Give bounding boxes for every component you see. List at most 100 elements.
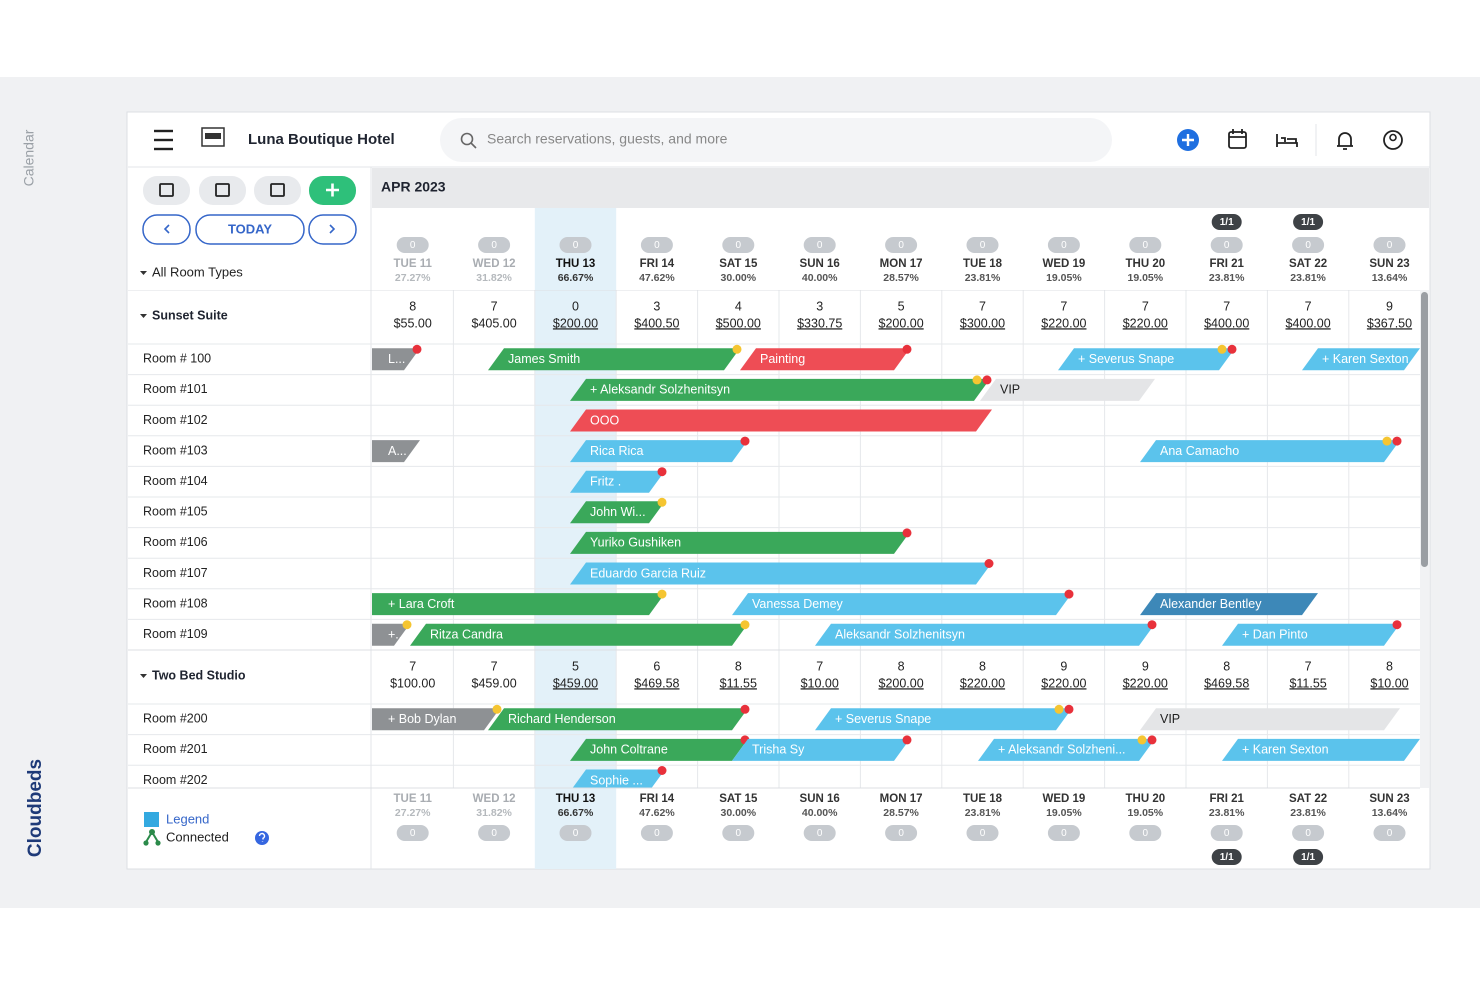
reservation[interactable]: John Coltrane	[570, 735, 750, 761]
reservation-label: + Aleksandr Solzheni...	[998, 743, 1126, 757]
rate[interactable]: $10.00	[1370, 676, 1408, 690]
next-button[interactable]	[308, 214, 357, 245]
reservation[interactable]: Eduardo Garcia Ruiz	[570, 559, 994, 585]
prev-button[interactable]	[142, 214, 191, 245]
day-occupancy: 40.00%	[802, 272, 838, 284]
reservation[interactable]: Painting	[740, 344, 912, 371]
reservation[interactable]: + Aleksandr Solzheni...	[978, 735, 1157, 761]
room-name: Room #109	[143, 627, 208, 641]
rate[interactable]: $400.50	[634, 316, 679, 330]
reservation[interactable]: Richard Henderson	[488, 704, 750, 731]
rate[interactable]: $300.00	[960, 316, 1005, 330]
calendar-button[interactable]	[1228, 129, 1247, 149]
reservation[interactable]: + Dan Pinto	[1222, 620, 1402, 646]
rate[interactable]: $459.00	[553, 676, 598, 690]
new-button[interactable]	[309, 176, 356, 205]
reservation[interactable]: + Karen Sexton	[1222, 738, 1420, 761]
reservation-bar	[570, 440, 748, 463]
room-name: Room #200	[143, 712, 208, 726]
room-name: Room #103	[143, 443, 208, 457]
availability-count: 4	[735, 299, 742, 313]
reservation[interactable]: Ritza Candra	[410, 620, 750, 646]
reservation[interactable]: Yuriko Gushiken	[570, 528, 912, 554]
reservation-bar	[372, 623, 410, 646]
allotment-badge-text: 1/1	[1220, 217, 1234, 228]
availability-badge-text: 0	[1305, 828, 1311, 839]
today-button[interactable]: TODAY	[195, 214, 305, 245]
rate[interactable]: $220.00	[960, 676, 1005, 690]
reservation-label: OOO	[590, 413, 619, 427]
reservation[interactable]: +...	[372, 620, 412, 646]
rate[interactable]: $11.55	[1289, 676, 1326, 690]
reservation-bar	[732, 738, 910, 761]
legend-button[interactable]: Legend	[144, 811, 209, 827]
sidebar-label[interactable]: Calendar	[21, 129, 37, 186]
list-view-button[interactable]	[143, 176, 190, 205]
rooms-button[interactable]	[1276, 134, 1298, 147]
rate[interactable]: $200.00	[879, 676, 924, 690]
notifications-button[interactable]	[1337, 132, 1353, 150]
reservation-label: VIP	[1000, 383, 1020, 397]
rate[interactable]: $220.00	[1123, 676, 1168, 690]
rate[interactable]: $367.50	[1367, 316, 1412, 330]
rate[interactable]: $469.58	[1204, 676, 1249, 690]
reservation[interactable]: + Severus Snape	[815, 704, 1074, 731]
day-label: MON 17	[880, 258, 923, 270]
reservation[interactable]: A...	[372, 440, 420, 463]
reservation[interactable]: Trisha Sy	[732, 735, 912, 761]
reservation[interactable]: John Wi...	[570, 497, 667, 524]
reservation[interactable]: + Bob Dylan	[372, 704, 502, 731]
reservation[interactable]: + Lara Croft	[372, 589, 667, 616]
reservation[interactable]: Alexander Bentley	[1140, 593, 1318, 616]
rate[interactable]: $500.00	[716, 316, 761, 330]
reservation[interactable]: Fritz .	[570, 467, 667, 493]
rate[interactable]: $330.75	[797, 316, 842, 330]
reservation[interactable]: James Smith	[488, 344, 742, 371]
calendar-view-button[interactable]	[199, 176, 246, 205]
rate[interactable]: $400.00	[1204, 316, 1249, 330]
availability-badge-text: 0	[1224, 828, 1230, 839]
reservation[interactable]: L...	[372, 344, 422, 371]
reservation[interactable]: OOO	[570, 409, 992, 432]
room-filter[interactable]: All Room Types	[140, 264, 243, 279]
room-type-toggle[interactable]: Two Bed Studio	[140, 668, 246, 682]
rate[interactable]: $10.00	[801, 676, 839, 690]
rate[interactable]: $200.00	[553, 316, 598, 330]
account-button[interactable]	[1383, 130, 1403, 150]
help-button[interactable]	[255, 831, 269, 845]
reservation-bar	[732, 593, 1072, 616]
menu-button[interactable]	[154, 129, 173, 151]
reservation[interactable]: VIP	[1140, 708, 1400, 731]
reservation[interactable]: Aleksandr Solzhenitsyn	[815, 620, 1157, 646]
search-box[interactable]: Search reservations, guests, and more	[440, 118, 1112, 162]
reservation[interactable]: Rica Rica	[570, 436, 750, 463]
reservation-label: Aleksandr Solzhenitsyn	[835, 627, 965, 641]
rate[interactable]: $11.55	[720, 676, 757, 690]
add-button[interactable]	[1177, 129, 1199, 151]
reservation[interactable]: + Karen Sexton	[1302, 348, 1420, 371]
rate[interactable]: $469.58	[634, 676, 679, 690]
search-button[interactable]	[254, 176, 301, 205]
room-type-toggle[interactable]: Sunset Suite	[140, 308, 228, 322]
day-occupancy: 23.81%	[965, 807, 1001, 819]
availability-count: 8	[1386, 659, 1393, 673]
reservation[interactable]: + Aleksandr Solzhenitsyn	[570, 375, 992, 401]
reservation[interactable]: Ana Camacho	[1140, 436, 1402, 463]
scrollbar-thumb[interactable]	[1421, 292, 1428, 567]
reservation[interactable]: Vanessa Demey	[732, 589, 1074, 616]
rate[interactable]: $220.00	[1123, 316, 1168, 330]
rate[interactable]: $400.00	[1286, 316, 1331, 330]
reservation[interactable]: Sophie ...	[570, 766, 667, 792]
grid-body: Sunset Suite 8 $55.00 7 $405.00 0 $200.00 3 $400…	[128, 290, 1420, 792]
status-dot	[1064, 589, 1074, 599]
reservation[interactable]: + Severus Snape	[1058, 344, 1237, 371]
rate[interactable]: $220.00	[1041, 676, 1086, 690]
day-label: WED 12	[473, 258, 516, 270]
rate[interactable]: $220.00	[1041, 316, 1086, 330]
rate: $55.00	[394, 316, 432, 330]
allotment-badge	[1293, 849, 1324, 865]
availability-count: 9	[1060, 659, 1067, 673]
rate[interactable]: $200.00	[879, 316, 924, 330]
reservation[interactable]: VIP	[980, 378, 1155, 401]
